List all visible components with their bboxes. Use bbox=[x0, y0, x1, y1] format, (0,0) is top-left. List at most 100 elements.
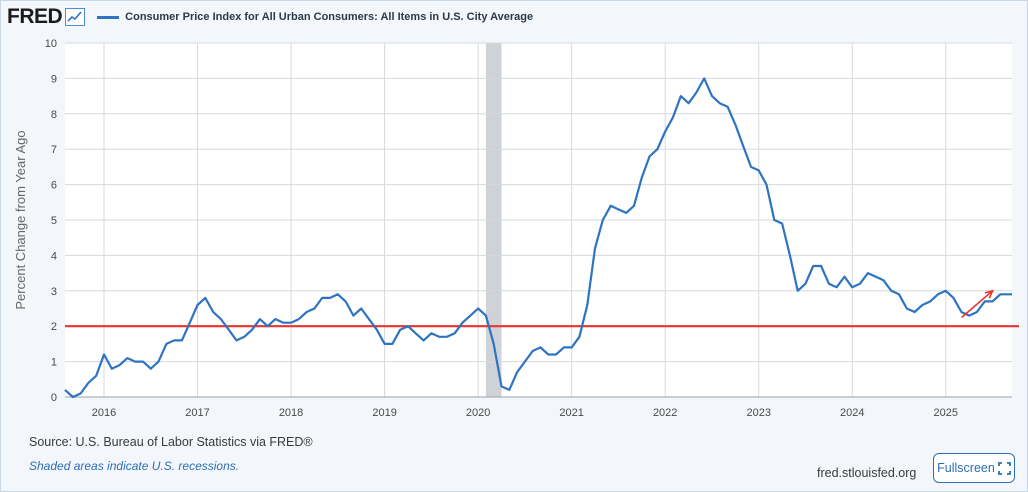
data-point[interactable] bbox=[990, 298, 996, 304]
fred-logo[interactable]: FRED bbox=[7, 5, 86, 29]
data-point[interactable] bbox=[615, 206, 621, 212]
data-point[interactable] bbox=[405, 323, 411, 329]
data-point[interactable] bbox=[873, 274, 879, 280]
data-point[interactable] bbox=[670, 114, 676, 120]
data-point[interactable] bbox=[974, 309, 980, 315]
data-point[interactable] bbox=[834, 284, 840, 290]
data-point[interactable] bbox=[358, 306, 364, 312]
data-point[interactable] bbox=[717, 100, 723, 106]
data-point[interactable] bbox=[249, 327, 255, 333]
data-point[interactable] bbox=[686, 100, 692, 106]
data-point[interactable] bbox=[202, 295, 208, 301]
data-point[interactable] bbox=[802, 281, 808, 287]
data-point[interactable] bbox=[826, 281, 832, 287]
data-point[interactable] bbox=[927, 298, 933, 304]
data-point[interactable] bbox=[288, 320, 294, 326]
data-point[interactable] bbox=[623, 210, 629, 216]
data-point[interactable] bbox=[374, 327, 380, 333]
data-point[interactable] bbox=[647, 153, 653, 159]
data-point[interactable] bbox=[257, 316, 263, 322]
data-point[interactable] bbox=[763, 182, 769, 188]
data-point[interactable] bbox=[499, 383, 505, 389]
data-point[interactable] bbox=[756, 167, 762, 173]
series-line-cpi[interactable] bbox=[64, 77, 1012, 399]
data-point[interactable] bbox=[569, 344, 575, 350]
data-point[interactable] bbox=[280, 320, 286, 326]
data-point[interactable] bbox=[452, 330, 458, 336]
data-point[interactable] bbox=[904, 306, 910, 312]
data-point[interactable] bbox=[919, 302, 925, 308]
data-point[interactable] bbox=[849, 284, 855, 290]
data-point[interactable] bbox=[382, 341, 388, 347]
data-point[interactable] bbox=[491, 341, 497, 347]
data-point[interactable] bbox=[787, 252, 793, 258]
data-point[interactable] bbox=[163, 341, 169, 347]
data-point[interactable] bbox=[62, 387, 68, 393]
data-point[interactable] bbox=[195, 302, 201, 308]
data-point[interactable] bbox=[943, 288, 949, 294]
data-point[interactable] bbox=[584, 302, 590, 308]
data-point[interactable] bbox=[958, 309, 964, 315]
data-point[interactable] bbox=[70, 394, 76, 400]
data-point[interactable] bbox=[241, 334, 247, 340]
data-point[interactable] bbox=[343, 298, 349, 304]
data-point[interactable] bbox=[475, 306, 481, 312]
data-point[interactable] bbox=[335, 291, 341, 297]
data-point[interactable] bbox=[530, 348, 536, 354]
data-point[interactable] bbox=[171, 337, 177, 343]
data-point[interactable] bbox=[701, 75, 707, 81]
data-point[interactable] bbox=[600, 217, 606, 223]
data-point[interactable] bbox=[210, 309, 216, 315]
data-point[interactable] bbox=[296, 316, 302, 322]
data-point[interactable] bbox=[436, 334, 442, 340]
data-point[interactable] bbox=[678, 93, 684, 99]
data-point[interactable] bbox=[522, 359, 528, 365]
data-point[interactable] bbox=[997, 291, 1003, 297]
data-point[interactable] bbox=[662, 129, 668, 135]
data-point[interactable] bbox=[818, 263, 824, 269]
data-point[interactable] bbox=[428, 330, 434, 336]
data-point[interactable] bbox=[608, 203, 614, 209]
data-point[interactable] bbox=[327, 295, 333, 301]
data-point[interactable] bbox=[226, 327, 232, 333]
cpi-line-chart[interactable]: 0 1 2 3 4 5 6 7 8 9 10 2016 2017 2018 2019 2020 2021 2022… bbox=[1, 1, 1027, 431]
data-point[interactable] bbox=[397, 327, 403, 333]
data-point[interactable] bbox=[460, 320, 466, 326]
data-point[interactable] bbox=[795, 288, 801, 294]
data-point[interactable] bbox=[421, 337, 427, 343]
data-point[interactable] bbox=[725, 104, 731, 110]
data-point[interactable] bbox=[865, 270, 871, 276]
site-url[interactable]: fred.stlouisfed.org bbox=[817, 466, 917, 480]
data-point[interactable] bbox=[140, 359, 146, 365]
data-point[interactable] bbox=[124, 355, 130, 361]
data-point[interactable] bbox=[234, 337, 240, 343]
data-point[interactable] bbox=[935, 291, 941, 297]
data-point[interactable] bbox=[732, 121, 738, 127]
data-point[interactable] bbox=[389, 341, 395, 347]
data-point[interactable] bbox=[132, 359, 138, 365]
data-point[interactable] bbox=[265, 323, 271, 329]
data-point[interactable] bbox=[311, 306, 317, 312]
data-point[interactable] bbox=[561, 344, 567, 350]
data-point[interactable] bbox=[319, 295, 325, 301]
data-point[interactable] bbox=[857, 281, 863, 287]
data-point[interactable] bbox=[117, 362, 123, 368]
data-point[interactable] bbox=[841, 274, 847, 280]
data-point[interactable] bbox=[779, 221, 785, 227]
data-point[interactable] bbox=[810, 263, 816, 269]
data-point[interactable] bbox=[654, 146, 660, 152]
chart-legend[interactable]: Consumer Price Index for All Urban Consu… bbox=[97, 11, 533, 23]
data-point[interactable] bbox=[514, 369, 520, 375]
data-point[interactable] bbox=[896, 291, 902, 297]
data-point[interactable] bbox=[304, 309, 310, 315]
data-point[interactable] bbox=[576, 334, 582, 340]
data-point[interactable] bbox=[148, 366, 154, 372]
data-point[interactable] bbox=[483, 313, 489, 319]
data-point[interactable] bbox=[218, 316, 224, 322]
data-point[interactable] bbox=[1009, 291, 1015, 297]
data-point[interactable] bbox=[350, 313, 356, 319]
data-point[interactable] bbox=[709, 93, 715, 99]
data-point[interactable] bbox=[93, 373, 99, 379]
data-point[interactable] bbox=[553, 352, 559, 358]
data-point[interactable] bbox=[592, 245, 598, 251]
